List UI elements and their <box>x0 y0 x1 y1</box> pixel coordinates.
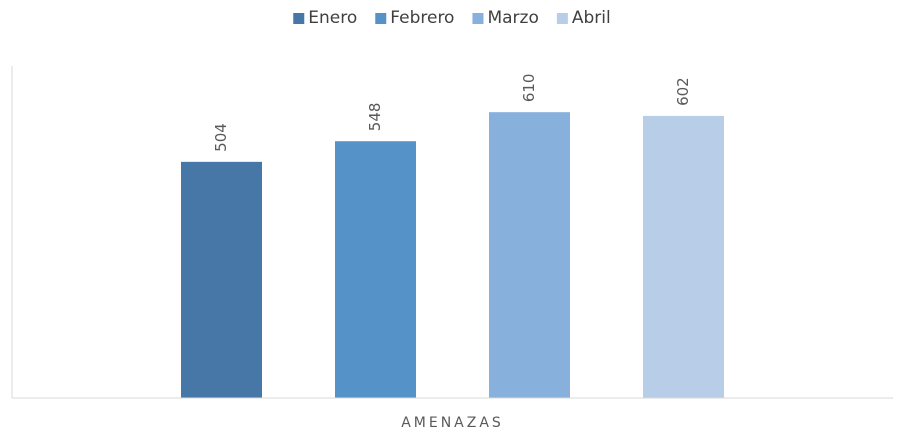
legend-label: Marzo <box>487 8 538 28</box>
bar <box>181 161 262 398</box>
legend-label: Abril <box>572 8 611 28</box>
legend-swatch <box>472 13 484 24</box>
legend-swatch <box>293 13 305 24</box>
bar <box>489 112 570 399</box>
x-category-label: AMENAZAS <box>401 415 504 431</box>
value-label: 610 <box>520 74 538 103</box>
legend-label: Enero <box>308 8 357 28</box>
value-label: 504 <box>212 123 230 152</box>
value-label: 548 <box>366 103 384 132</box>
bar <box>643 115 724 399</box>
bar <box>335 141 416 399</box>
legend-swatch <box>556 13 568 24</box>
value-label: 602 <box>674 77 692 106</box>
legend-label: Febrero <box>390 8 454 28</box>
legend-swatch <box>375 13 387 24</box>
